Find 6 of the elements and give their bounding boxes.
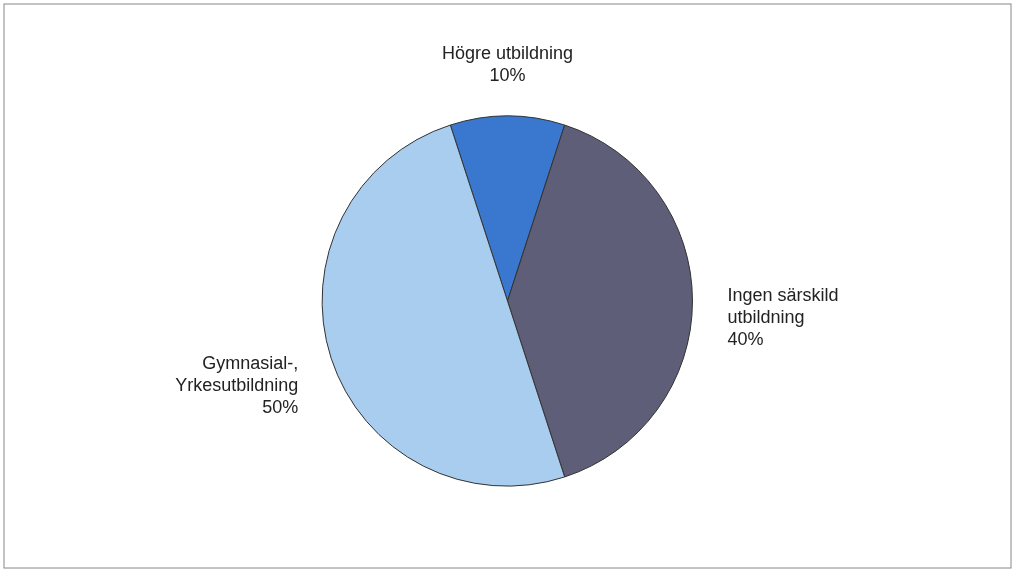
slice-label: Ingen särskild utbildning <box>727 285 839 327</box>
data-label: 40% <box>727 329 764 349</box>
data-label: 50% <box>262 396 299 417</box>
slice-label: Gymnasial-, Yrkesutbildning <box>175 352 299 395</box>
data-label: 10% <box>489 65 526 85</box>
slice-label: Högre utbildning <box>441 43 574 63</box>
